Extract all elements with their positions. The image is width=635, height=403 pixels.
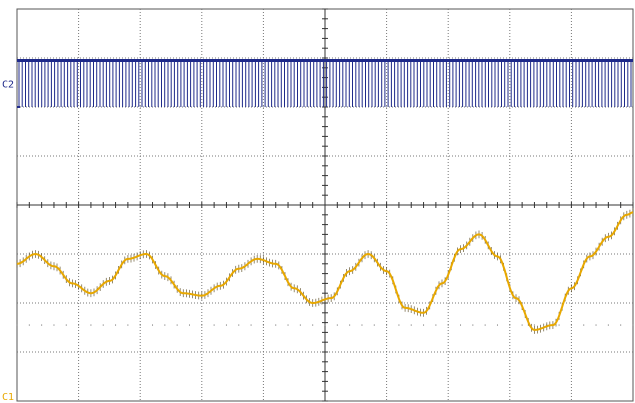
reference-dot <box>447 324 449 326</box>
reference-dot <box>607 324 609 326</box>
reference-dot <box>472 324 474 326</box>
reference-dot <box>28 324 30 326</box>
reference-dot <box>386 324 388 326</box>
ch1-marker: C1 <box>2 392 14 403</box>
reference-dot <box>336 324 338 326</box>
reference-dot <box>53 324 55 326</box>
reference-dot <box>262 324 264 326</box>
reference-dot <box>188 324 190 326</box>
reference-dot <box>299 324 301 326</box>
reference-dot <box>570 324 572 326</box>
reference-dot <box>521 324 523 326</box>
reference-dot <box>496 324 498 326</box>
reference-dot <box>102 324 104 326</box>
reference-dot <box>349 324 351 326</box>
reference-dot <box>275 324 277 326</box>
reference-dot <box>620 324 622 326</box>
reference-dot <box>176 324 178 326</box>
reference-dot <box>435 324 437 326</box>
reference-dot <box>139 324 141 326</box>
reference-dot <box>484 324 486 326</box>
reference-dot <box>558 324 560 326</box>
reference-dot <box>16 324 18 326</box>
channel-markers: C2 C1 <box>2 80 14 403</box>
ch1-waveform <box>16 211 634 331</box>
reference-dot <box>509 324 511 326</box>
reference-dot <box>361 324 363 326</box>
reference-dot <box>324 324 326 326</box>
reference-dot <box>65 324 67 326</box>
reference-dot <box>410 324 412 326</box>
reference-dot <box>201 324 203 326</box>
reference-dot <box>423 324 425 326</box>
reference-dot <box>583 324 585 326</box>
reference-dot <box>78 324 80 326</box>
reference-dot <box>287 324 289 326</box>
reference-dot <box>127 324 129 326</box>
reference-dot <box>152 324 154 326</box>
reference-dot <box>213 324 215 326</box>
reference-dot <box>90 324 92 326</box>
reference-dot <box>373 324 375 326</box>
reference-dot <box>398 324 400 326</box>
reference-dot <box>238 324 240 326</box>
reference-dot <box>595 324 597 326</box>
reference-dot <box>115 324 117 326</box>
ch2-pulses <box>18 60 632 107</box>
reference-dot <box>533 324 535 326</box>
reference-dot <box>225 324 227 326</box>
reference-dot <box>41 324 43 326</box>
reference-dot <box>460 324 462 326</box>
reference-dot <box>312 324 314 326</box>
reference-dots <box>16 324 634 326</box>
reference-dot <box>164 324 166 326</box>
center-axis-ticks <box>16 8 634 402</box>
reference-dot <box>250 324 252 326</box>
ch2-marker: C2 <box>2 80 14 91</box>
traces <box>16 58 634 334</box>
reference-dot <box>632 324 634 326</box>
